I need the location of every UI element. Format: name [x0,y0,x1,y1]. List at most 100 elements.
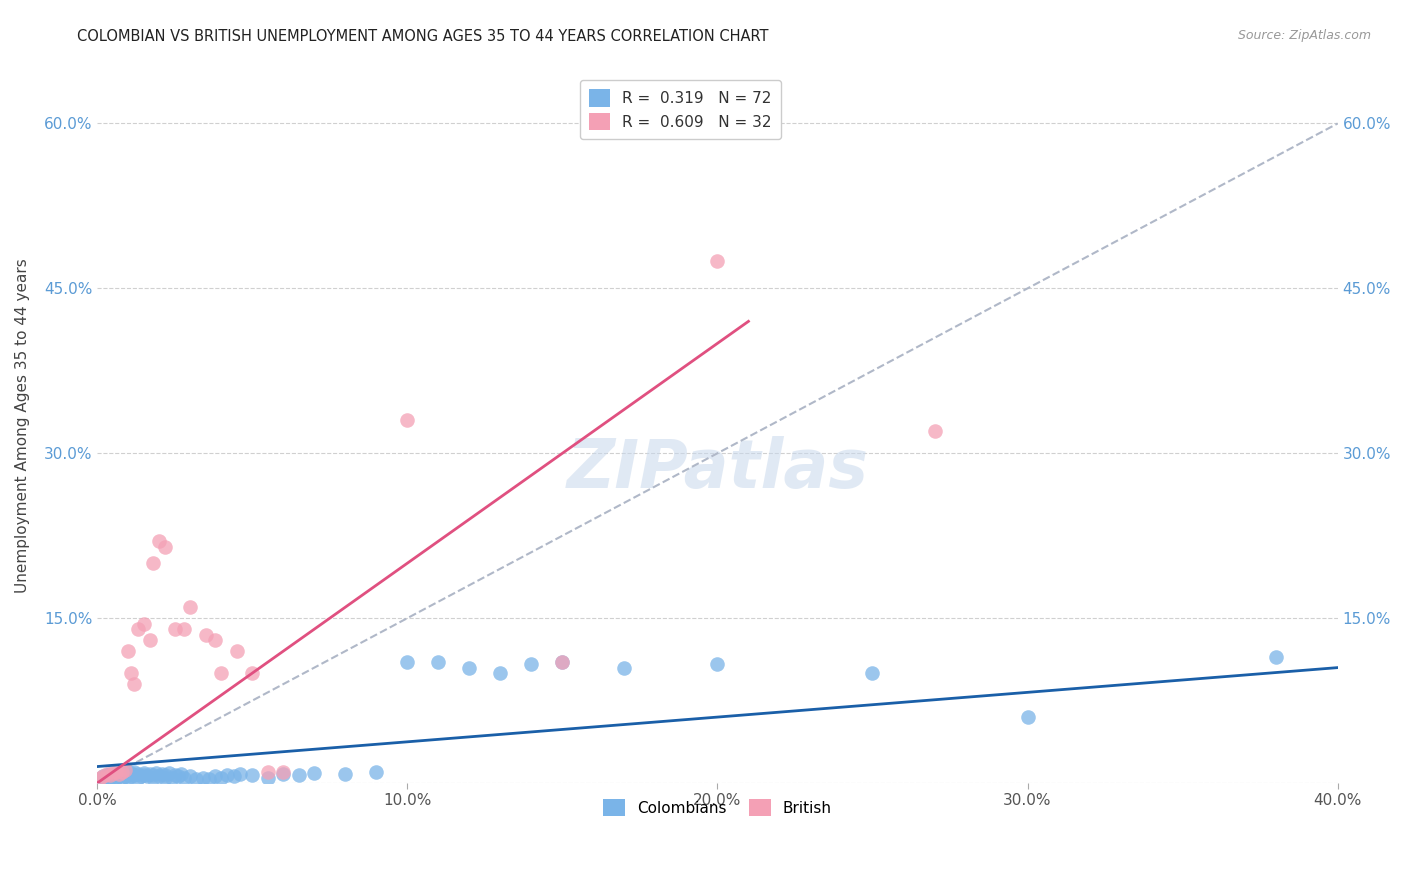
Point [96,768,118,782]
Point [170,767,193,781]
Point [104,771,127,785]
Point [256,771,278,785]
Point [271,767,294,781]
Text: COLOMBIAN VS BRITISH UNEMPLOYMENT AMONG AGES 35 TO 44 YEARS CORRELATION CHART: COLOMBIAN VS BRITISH UNEMPLOYMENT AMONG … [77,29,769,44]
Point [117,771,139,785]
Point [111,771,134,785]
Point [124,765,146,780]
Point [111,765,134,780]
Point [551,655,574,669]
Point [98,768,121,782]
Point [124,677,146,691]
Point [157,766,180,780]
Point [96,772,118,786]
Point [173,771,195,785]
Point [145,766,167,780]
Point [862,666,884,681]
Point [396,655,419,669]
Point [132,616,155,631]
Point [98,767,121,781]
Text: ZIPatlas: ZIPatlas [567,435,869,501]
Point [194,627,217,641]
Point [114,769,136,783]
Point [335,767,357,781]
Point [1017,710,1039,724]
Point [240,666,263,681]
Y-axis label: Unemployment Among Ages 35 to 44 years: Unemployment Among Ages 35 to 44 years [15,259,30,593]
Point [198,772,221,786]
Point [142,771,165,785]
Point [489,666,512,681]
Point [101,769,124,783]
Legend: Colombians, British: Colombians, British [593,789,841,825]
Point [222,769,245,783]
Point [89,772,111,786]
Point [89,771,111,785]
Point [304,766,326,780]
Point [209,771,232,785]
Point [111,765,134,780]
Point [160,771,183,785]
Point [186,772,208,786]
Point [427,655,450,669]
Point [613,660,636,674]
Point [108,769,131,783]
Point [366,765,388,780]
Point [117,768,139,782]
Point [142,768,165,782]
Point [458,660,481,674]
Point [111,768,134,782]
Point [98,771,121,785]
Point [101,768,124,782]
Point [396,413,419,427]
Point [142,556,165,570]
Point [520,657,543,672]
Point [104,765,127,780]
Point [108,766,131,780]
Point [148,769,170,783]
Point [150,767,173,781]
Point [139,767,162,781]
Point [551,655,574,669]
Point [120,769,142,783]
Point [179,600,201,615]
Point [114,763,136,777]
Point [132,768,155,782]
Point [179,769,201,783]
Point [127,771,149,785]
Point [229,767,252,781]
Point [288,768,311,782]
Point [114,767,136,781]
Point [706,253,728,268]
Point [93,769,115,783]
Point [204,769,226,783]
Point [120,766,142,780]
Point [96,767,118,781]
Point [191,771,214,785]
Point [104,767,127,781]
Point [120,666,142,681]
Point [271,765,294,780]
Point [127,767,149,781]
Point [924,424,946,438]
Point [93,769,115,783]
Point [155,768,177,782]
Point [108,767,131,781]
Point [706,657,728,672]
Point [101,772,124,786]
Point [163,768,186,782]
Point [225,644,247,658]
Point [163,622,186,636]
Text: Source: ZipAtlas.com: Source: ZipAtlas.com [1237,29,1371,42]
Point [204,633,226,648]
Point [127,622,149,636]
Point [93,771,115,785]
Point [256,765,278,780]
Point [173,622,195,636]
Point [217,768,239,782]
Point [209,666,232,681]
Point [124,768,146,782]
Point [132,766,155,780]
Point [1264,649,1286,664]
Point [139,633,162,648]
